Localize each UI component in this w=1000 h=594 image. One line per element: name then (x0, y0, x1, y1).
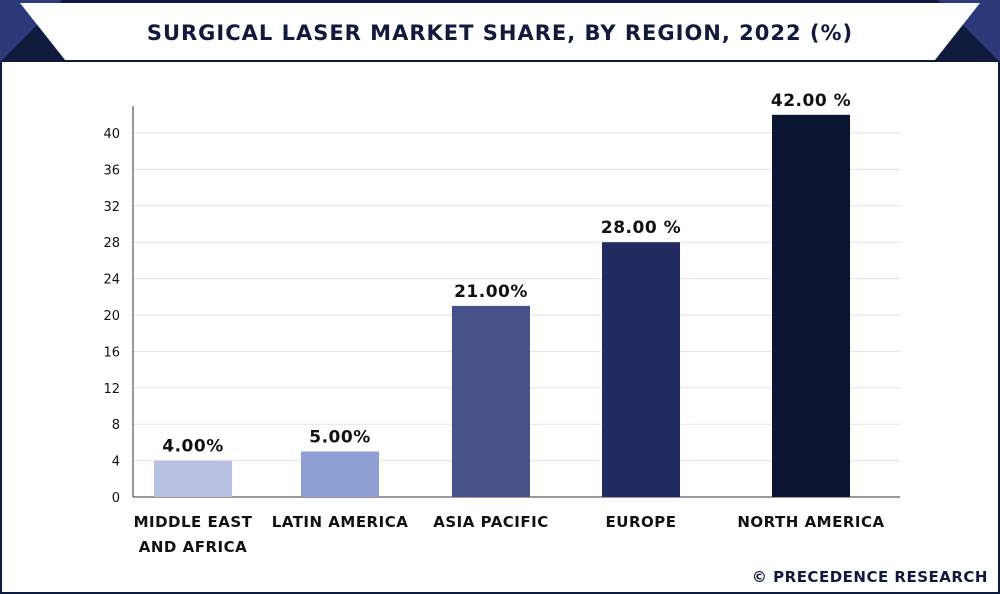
y-tick-label: 36 (103, 163, 120, 178)
x-tick-label: MIDDLE EAST (134, 513, 253, 531)
bar (452, 305, 530, 497)
data-label: 21.00% (454, 282, 528, 302)
y-tick-label: 32 (103, 200, 120, 215)
bar (602, 242, 680, 497)
bar (154, 460, 232, 497)
y-axis-ticks: 0 4 8 12 16 20 24 28 32 36 40 (103, 127, 120, 506)
x-tick-label: LATIN AMERICA (272, 513, 409, 531)
y-tick-label: 4 (112, 455, 120, 470)
y-tick-label: 0 (112, 491, 120, 506)
x-tick-label: ASIA PACIFIC (433, 513, 548, 531)
bar (772, 114, 850, 498)
chart-title: SURGICAL LASER MARKET SHARE, BY REGION, … (147, 21, 853, 45)
credit-text: © PRECEDENCE RESEARCH (752, 568, 988, 586)
y-tick-label: 24 (103, 273, 120, 288)
x-tick-label: EUROPE (606, 513, 677, 531)
data-label: 4.00% (162, 437, 223, 457)
data-label: 28.00 % (601, 218, 681, 238)
x-tick-label: NORTH AMERICA (737, 513, 884, 531)
data-label: 5.00% (309, 428, 370, 448)
bar (301, 451, 379, 497)
data-labels: 4.00% 5.00% 21.00% 28.00 % 42.00 % (162, 91, 851, 457)
y-tick-label: 20 (103, 309, 120, 324)
data-label: 42.00 % (771, 91, 851, 111)
y-tick-label: 12 (103, 382, 120, 397)
bars (154, 114, 850, 498)
title-banner (20, 3, 980, 60)
y-tick-label: 28 (103, 236, 120, 251)
y-tick-label: 8 (112, 418, 120, 433)
y-tick-label: 40 (103, 127, 120, 142)
x-tick-label: AND AFRICA (139, 538, 247, 556)
x-axis-categories: MIDDLE EAST AND AFRICA LATIN AMERICA ASIA P… (134, 513, 885, 556)
y-tick-label: 16 (103, 345, 120, 360)
